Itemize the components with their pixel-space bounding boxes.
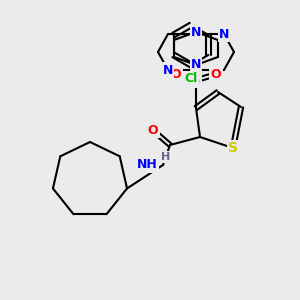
Text: O: O <box>211 68 221 82</box>
Text: N: N <box>219 28 229 40</box>
Text: O: O <box>171 68 181 82</box>
Text: NH: NH <box>137 158 158 172</box>
Text: Cl: Cl <box>184 73 198 85</box>
Text: S: S <box>191 73 201 87</box>
Text: S: S <box>228 141 238 155</box>
Text: H: H <box>161 152 171 162</box>
Text: N: N <box>163 64 173 76</box>
Text: N: N <box>191 58 201 71</box>
Text: N: N <box>191 26 201 38</box>
Text: O: O <box>148 124 158 136</box>
